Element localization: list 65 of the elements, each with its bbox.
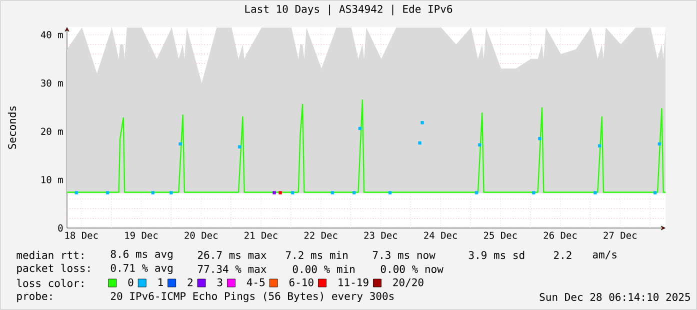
y-tick-label: 10 m [42,176,63,184]
legend-label: 6-10 [289,278,314,286]
point [418,141,422,145]
point [272,191,276,194]
legend-label: 1 [158,278,163,286]
point [420,121,424,124]
x-tick-label: 18 Dec [65,232,98,239]
text: 7.2 ms min [286,250,348,260]
text: 0.00 % now [380,265,444,273]
point [151,191,154,194]
legend-label: 3 [217,278,222,286]
y-tick-label: 0 [58,224,63,232]
point [106,191,110,194]
point [170,191,173,194]
point [653,191,657,194]
text: 0.00 % min [292,264,354,274]
point [474,191,478,194]
text: am/s [592,250,616,260]
text: 7.3 ms now [372,251,436,259]
point [594,191,597,194]
x-tick-label: 22 Dec [304,232,338,239]
x-tick-label: 26 Dec [544,232,577,239]
text: 8.6 ms avg [110,250,172,260]
point [330,191,334,194]
point [358,126,362,130]
point [532,191,536,194]
chart-title: Last 10 Days | AS34942 | Ede IPv6 [245,4,452,16]
point [658,142,662,146]
legend-label: 20/20 [393,278,424,288]
point [388,191,392,194]
x-tick-label: 19 Dec [125,232,158,239]
point [178,142,182,146]
text: 0.71 % avg [110,264,172,274]
y-tick-label: 30 m [41,79,63,87]
text: Sun Dec 28 06:14:10 2025 [540,293,690,301]
point [352,191,356,194]
x-tick-label: 27 Dec [604,232,636,239]
legend-label: 2 [188,278,192,286]
x-tick-label: 24 Dec [424,232,457,239]
text: packet loss: [17,264,90,274]
y-axis-title: Seconds [8,106,16,149]
x-tick-label: 21 Dec [244,232,278,239]
point [538,137,542,140]
legend-title: loss color: [17,278,84,288]
x-tick-label: 20 Dec [184,232,218,239]
point [478,143,482,146]
text: 3.9 ms sd [468,250,524,260]
point [74,191,78,194]
text: 26.7 ms max [198,251,266,259]
text: 20 IPv6-ICMP Echo Pings (56 Bytes) every 300s [110,292,394,302]
text: 77.34 % max [198,265,266,273]
y-tick-label: 20 m [41,128,63,135]
legend-label: 11-19 [338,278,368,286]
legend-label: 0 [128,278,134,286]
point [598,144,602,148]
y-tick-label: 40 m [40,31,63,38]
point [238,145,242,148]
text: median rtt: [16,250,84,260]
x-tick-label: 23 Dec [364,232,398,239]
point [278,191,282,194]
point [290,191,294,194]
legend-label: 4-5 [246,278,265,286]
text: probe: [17,292,52,302]
text: 2.2 [554,251,572,259]
x-tick-label: 25 Dec [484,232,517,239]
